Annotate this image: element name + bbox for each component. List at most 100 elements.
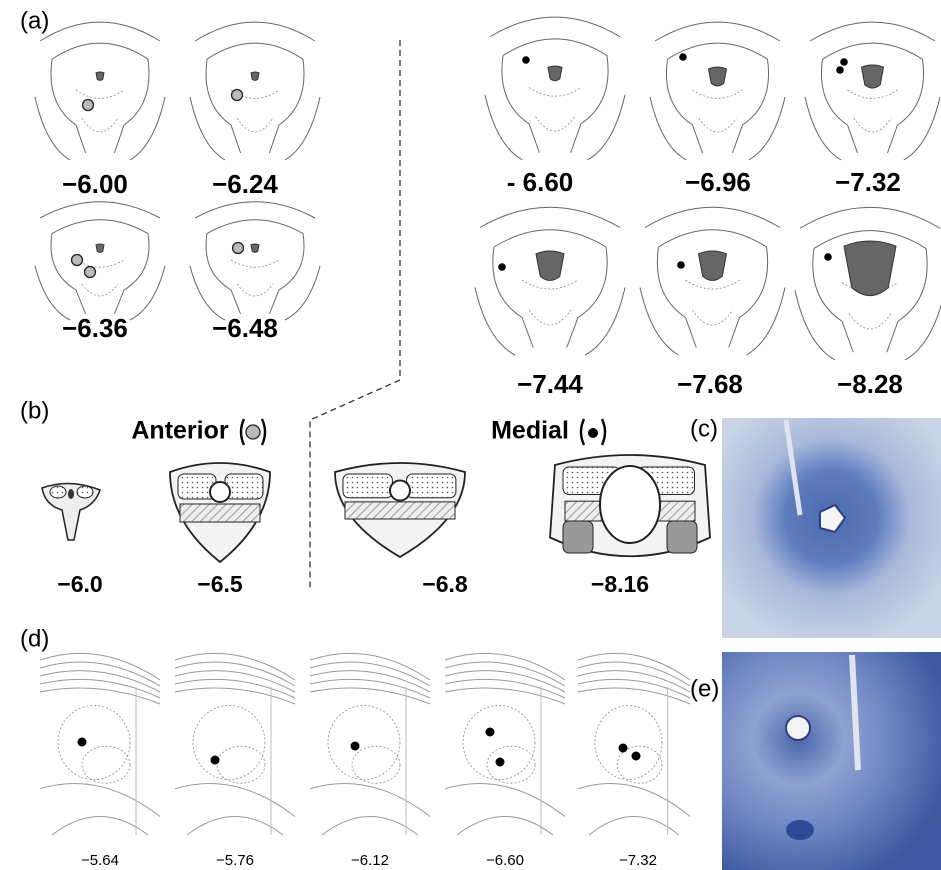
outline xyxy=(578,783,690,835)
schematic xyxy=(335,463,465,557)
outline xyxy=(195,202,315,218)
brain-section xyxy=(640,207,785,355)
section-label: −5.76 xyxy=(216,852,254,869)
outline xyxy=(578,662,690,686)
section-label: −6.8 xyxy=(422,571,468,597)
site-marker xyxy=(83,100,94,111)
section-label: −7.68 xyxy=(677,369,743,399)
brain-section xyxy=(35,202,165,320)
stain xyxy=(786,820,814,840)
outline xyxy=(58,706,130,780)
ventricle xyxy=(251,244,259,252)
brain-section xyxy=(190,22,320,160)
outline xyxy=(805,97,940,160)
outline xyxy=(328,706,400,780)
group-title: Medial xyxy=(491,417,569,445)
subregion xyxy=(77,486,93,498)
site-marker xyxy=(496,758,505,767)
section-label: −6.48 xyxy=(212,313,278,343)
site-marker xyxy=(836,66,844,74)
schematic xyxy=(550,455,710,556)
outline xyxy=(693,90,743,132)
ventricle xyxy=(862,65,884,88)
brain-section xyxy=(445,653,565,835)
site-marker xyxy=(72,255,83,266)
section-label: −7.44 xyxy=(517,369,583,399)
outline xyxy=(485,95,625,160)
outline xyxy=(175,783,295,835)
group-title: Anterior xyxy=(131,417,229,445)
site-marker xyxy=(85,267,96,278)
site-marker xyxy=(486,728,495,737)
site-marker xyxy=(351,742,360,751)
subregion xyxy=(667,521,697,553)
brain-section xyxy=(795,207,941,360)
subregion xyxy=(68,489,74,499)
figure: (a)(b)(c)(d)(e)−6.00−6.24−6.36−6.48- 6.6… xyxy=(0,0,941,870)
brain-section xyxy=(475,207,625,355)
outline xyxy=(463,706,535,780)
brain-section xyxy=(190,202,320,320)
subregion xyxy=(345,502,455,519)
schematic xyxy=(170,463,270,562)
section-label: −6.24 xyxy=(212,169,278,199)
brain-section xyxy=(175,653,295,835)
outline xyxy=(310,662,430,686)
subregion xyxy=(50,486,66,498)
outline xyxy=(490,17,620,37)
outline xyxy=(795,290,941,360)
outline xyxy=(40,662,160,686)
section-label: −6.0 xyxy=(57,571,102,597)
site-marker xyxy=(677,261,685,269)
subregion xyxy=(180,504,260,522)
outline xyxy=(800,207,940,228)
symbol xyxy=(588,428,598,438)
subregion xyxy=(407,474,456,498)
site-marker xyxy=(211,756,220,765)
ventricle xyxy=(699,251,727,280)
subregion xyxy=(225,474,263,499)
site-marker xyxy=(498,263,506,271)
section-label: −6.5 xyxy=(197,571,243,597)
brain-section xyxy=(485,17,625,160)
panel-label: (d) xyxy=(20,625,49,652)
ventricle xyxy=(251,72,259,80)
site-marker xyxy=(824,253,832,261)
outline xyxy=(40,202,160,218)
panel-label: (c) xyxy=(690,415,718,442)
aqueduct xyxy=(210,482,230,502)
brain-section xyxy=(578,653,690,835)
brain-section xyxy=(40,653,160,835)
site-marker xyxy=(78,738,87,747)
ventricle xyxy=(844,241,896,296)
photo xyxy=(722,652,941,870)
site-marker xyxy=(632,752,641,761)
outline xyxy=(650,97,785,160)
panel-label: (a) xyxy=(20,7,49,34)
outline xyxy=(231,260,279,296)
ventricle xyxy=(536,251,564,280)
outline xyxy=(310,783,430,835)
ventricle xyxy=(548,66,562,81)
outline xyxy=(502,39,608,153)
section-label: −7.32 xyxy=(835,167,901,197)
symbol xyxy=(246,425,260,439)
outline xyxy=(810,22,935,41)
outline xyxy=(193,706,265,780)
subregion xyxy=(563,521,593,553)
outline xyxy=(529,88,581,132)
outline xyxy=(522,280,578,325)
brain-section xyxy=(35,22,165,160)
outline xyxy=(40,22,160,41)
section-label: −6.12 xyxy=(351,852,389,869)
outline xyxy=(645,207,780,227)
panel-label: (b) xyxy=(20,397,49,424)
outline xyxy=(640,288,785,356)
aqueduct xyxy=(600,466,660,543)
subregion xyxy=(343,474,392,498)
outline xyxy=(475,288,625,356)
outline xyxy=(480,207,620,227)
ventricle xyxy=(96,72,104,80)
site-marker xyxy=(233,243,244,254)
section-label: - 6.60 xyxy=(507,167,574,197)
